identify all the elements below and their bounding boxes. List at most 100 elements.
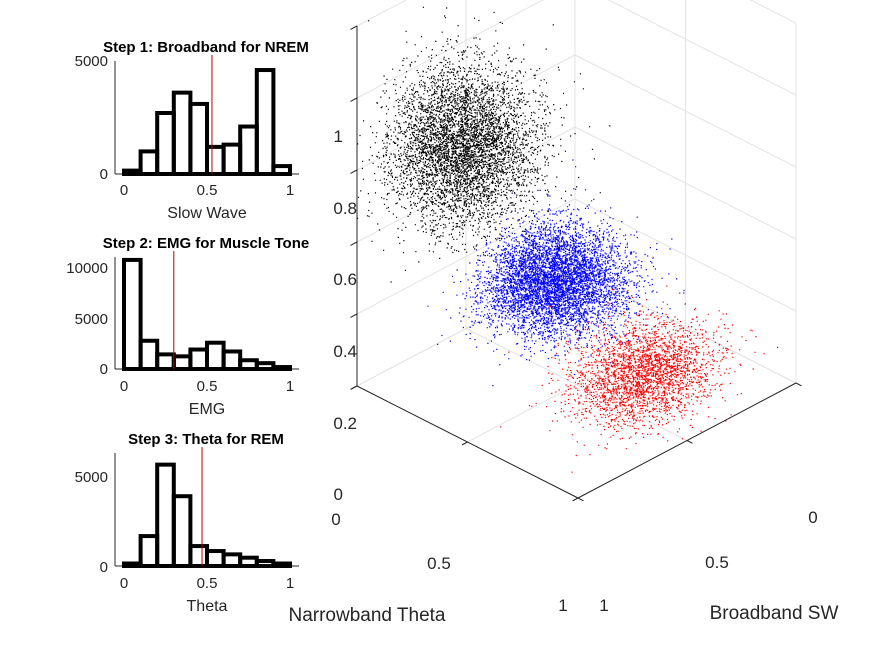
hist-1-ticks: 5000 0 0 0.5 1 <box>75 53 295 199</box>
hist-2-ytick-5000: 5000 <box>75 311 108 328</box>
grid-line <box>574 270 797 384</box>
hist-3-xlabel: Theta <box>187 598 228 615</box>
grid-line <box>356 0 408 27</box>
hist-panel-2: Step 2: EMG for Muscle Tone 10000 5000 0… <box>66 235 309 418</box>
grid-line <box>356 198 576 315</box>
hist-2-bar <box>188 347 209 371</box>
hist-2-xlabel: EMG <box>189 401 225 418</box>
hist-2-bar <box>254 361 276 372</box>
x-tick-1: 1 <box>558 596 567 615</box>
hist-1-bar <box>122 168 143 177</box>
hist-3-bar <box>188 544 209 569</box>
z-tick-1: 1 <box>334 127 343 146</box>
hist-3-bar <box>221 552 243 569</box>
hist-2-bar <box>155 352 176 371</box>
hist-1-bar <box>138 149 160 176</box>
scatter3d-x-ticks: 0 0.5 1 <box>331 510 567 615</box>
grid-line <box>607 0 797 96</box>
y-tick-0: 0 <box>808 508 817 527</box>
hist-1-xtick-0: 0 <box>120 182 128 199</box>
hist-1-ytick-0: 0 <box>100 166 108 183</box>
grid-line <box>465 328 688 441</box>
hist-1-plot <box>114 55 299 177</box>
hist-2-bar <box>171 354 193 372</box>
hist-3-bar <box>122 561 143 568</box>
z-tick-mark <box>350 313 358 318</box>
hist-2-bar <box>221 349 243 372</box>
scatter3d-points <box>357 6 779 473</box>
y-tick-mark <box>686 440 693 444</box>
grid-line <box>356 0 544 99</box>
scatter3d-series-2 <box>357 6 611 283</box>
hist-3-bar <box>171 494 193 568</box>
y-tick-mark <box>795 382 802 387</box>
hist-2-bar <box>238 358 259 371</box>
hist-2-bar <box>122 257 143 372</box>
hist-3-bar <box>238 555 259 568</box>
hist-3-xtick-0.5: 0.5 <box>197 575 218 592</box>
hist-3-title: Step 3: Theta for REM <box>128 431 284 448</box>
z-tick-0.6: 0.6 <box>333 270 357 289</box>
grid-line <box>749 0 797 24</box>
hist-3-xtick-0: 0 <box>120 575 128 592</box>
hist-1-bar <box>254 68 276 176</box>
hist-1-bar <box>271 164 292 176</box>
hist-2-bar <box>205 340 226 371</box>
scatter3d-z-ticks: 1 0.8 0.6 0.4 0.2 0 <box>333 127 357 504</box>
hist-1-xtick-0.5: 0.5 <box>197 182 218 199</box>
hist-3-ytick-5000: 5000 <box>75 469 108 486</box>
hist-2-bar <box>271 365 292 372</box>
hist-3-bar <box>205 549 226 569</box>
hist-1-title: Step 1: Broadband for NREM <box>103 39 309 56</box>
hist-1-bar <box>221 142 243 176</box>
hist-2-ytick-10000: 10000 <box>66 260 108 277</box>
z-tick-0.2: 0.2 <box>333 414 357 433</box>
hist-3-bar <box>155 462 176 568</box>
grid-line <box>574 198 797 312</box>
hist-2-xtick-1: 1 <box>286 378 294 395</box>
scatter3d-ylabel: Broadband SW <box>710 603 839 624</box>
hist-3-ytick-0: 0 <box>100 559 108 576</box>
hist-2-title: Step 2: EMG for Muscle Tone <box>103 235 309 252</box>
hist-2-xtick-0: 0 <box>120 378 128 395</box>
hist-3-bar <box>254 559 276 569</box>
hist-1-bar <box>188 101 209 176</box>
scatter3d-xlabel: Narrowband Theta <box>288 605 445 626</box>
hist-1-bar <box>171 90 193 176</box>
hist-1-bar <box>238 124 259 176</box>
scatter3d-series-3 <box>500 256 779 473</box>
scatter3d-series-1 <box>427 159 693 387</box>
z-tick-mark <box>350 25 358 30</box>
hist-3-plot <box>114 447 299 569</box>
hist-2-bar <box>138 338 160 372</box>
z-tick-mark <box>350 169 358 174</box>
x-tick-mark <box>461 441 468 446</box>
hist-1-ytick-5000: 5000 <box>75 53 108 70</box>
hist-1-xlabel: Slow Wave <box>167 205 247 222</box>
hist-panel-3: Step 3: Theta for REM 5000 0 0 0.5 1 The… <box>75 431 299 615</box>
z-tick-0.4: 0.4 <box>333 342 357 361</box>
x-tick-0.5: 0.5 <box>427 554 451 573</box>
grid-line <box>574 126 797 240</box>
y-tick-mark <box>577 497 584 502</box>
hist-1-bar <box>155 110 176 177</box>
z-tick-0: 0 <box>334 485 343 504</box>
hist-2-ytick-0: 0 <box>100 361 108 378</box>
z-tick-mark <box>350 385 358 390</box>
scatter3d-y-ticks: 1 0.5 0 <box>599 508 817 615</box>
z-tick-mark <box>350 97 358 102</box>
y-tick-0.5: 0.5 <box>705 553 729 572</box>
hist-3-bar <box>271 561 292 568</box>
hist-1-bar <box>205 144 226 177</box>
x-tick-mark <box>572 497 579 502</box>
z-tick-mark <box>350 241 358 246</box>
grid-line <box>574 54 797 168</box>
hist-1-xtick-1: 1 <box>286 182 294 199</box>
hist-2-plot <box>114 251 299 372</box>
scatter3d-panel: 1 0.8 0.6 0.4 0.2 0 0 0.5 1 1 0.5 0 Narr… <box>288 0 838 626</box>
hist-2-xtick-0.5: 0.5 <box>197 378 218 395</box>
hist-3-xtick-1: 1 <box>286 575 294 592</box>
x-tick-0: 0 <box>331 510 340 529</box>
hist-3-bar <box>138 534 160 569</box>
